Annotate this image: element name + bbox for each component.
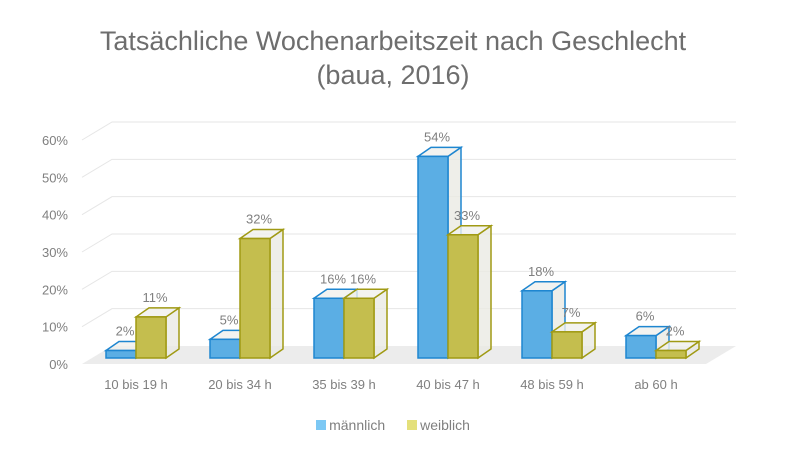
x-tick-label: 40 bis 47 h	[416, 377, 480, 392]
data-label: 54%	[424, 129, 450, 144]
data-label: 7%	[562, 305, 581, 320]
data-label: 2%	[116, 324, 135, 339]
y-tick-label: 20%	[42, 282, 68, 297]
legend: männlich weiblich	[0, 417, 786, 433]
y-tick-label: 60%	[42, 133, 68, 148]
bar-weiblich	[341, 287, 390, 360]
bar-weiblich	[445, 224, 494, 360]
legend-swatch-maennlich	[316, 420, 327, 430]
bar-front	[209, 338, 241, 359]
bar-front	[447, 234, 479, 359]
bar-front	[135, 316, 167, 359]
bar-front	[655, 349, 687, 359]
legend-label: weiblich	[420, 417, 470, 433]
gridline	[81, 158, 736, 178]
data-label: 32%	[246, 212, 272, 227]
bar-front	[343, 297, 375, 359]
x-tick-label: 48 bis 59 h	[520, 377, 584, 392]
bar-front	[417, 155, 449, 359]
bar-side	[269, 228, 284, 360]
x-tick-label: 35 bis 39 h	[312, 377, 376, 392]
bar-front	[313, 297, 345, 359]
y-tick-label: 40%	[42, 208, 68, 223]
legend-item-weiblich[interactable]: weiblich	[407, 417, 470, 433]
gridline	[81, 196, 736, 216]
bar-front	[625, 334, 657, 359]
data-label: 5%	[220, 312, 239, 327]
bar-weiblich	[653, 340, 702, 360]
gridline	[81, 233, 736, 253]
y-tick-label: 30%	[42, 245, 68, 260]
y-tick-label: 0%	[49, 357, 68, 372]
x-tick-label: 20 bis 34 h	[208, 377, 272, 392]
legend-item-maennlich[interactable]: männlich	[316, 417, 385, 433]
bar-front	[551, 331, 583, 359]
data-label: 6%	[636, 309, 655, 324]
y-tick-label: 50%	[42, 170, 68, 185]
chart-title: Tatsächliche Wochenarbeitszeit nach Gesc…	[99, 26, 687, 56]
data-label: 33%	[454, 208, 480, 223]
data-label: 16%	[350, 271, 376, 286]
legend-label: männlich	[329, 417, 386, 433]
bar-front	[105, 349, 137, 359]
data-label: 18%	[528, 264, 554, 279]
bar-side	[477, 224, 492, 360]
bar-front	[521, 290, 553, 359]
chart-subtitle: (baua, 2016)	[316, 60, 470, 90]
data-label: 11%	[142, 290, 167, 305]
gridline	[81, 121, 736, 141]
data-label: 16%	[320, 271, 346, 286]
bar-side	[373, 287, 388, 360]
x-tick-label: ab 60 h	[634, 377, 677, 392]
data-label: 2%	[666, 324, 685, 339]
bar-front	[239, 237, 271, 359]
legend-swatch-weiblich	[407, 420, 418, 430]
bar-weiblich	[133, 306, 182, 360]
bar-weiblich	[549, 321, 598, 360]
bar-weiblich	[237, 228, 286, 360]
x-tick-label: 10 bis 19 h	[104, 377, 168, 392]
gridline	[81, 270, 736, 290]
y-tick-label: 10%	[42, 320, 68, 335]
